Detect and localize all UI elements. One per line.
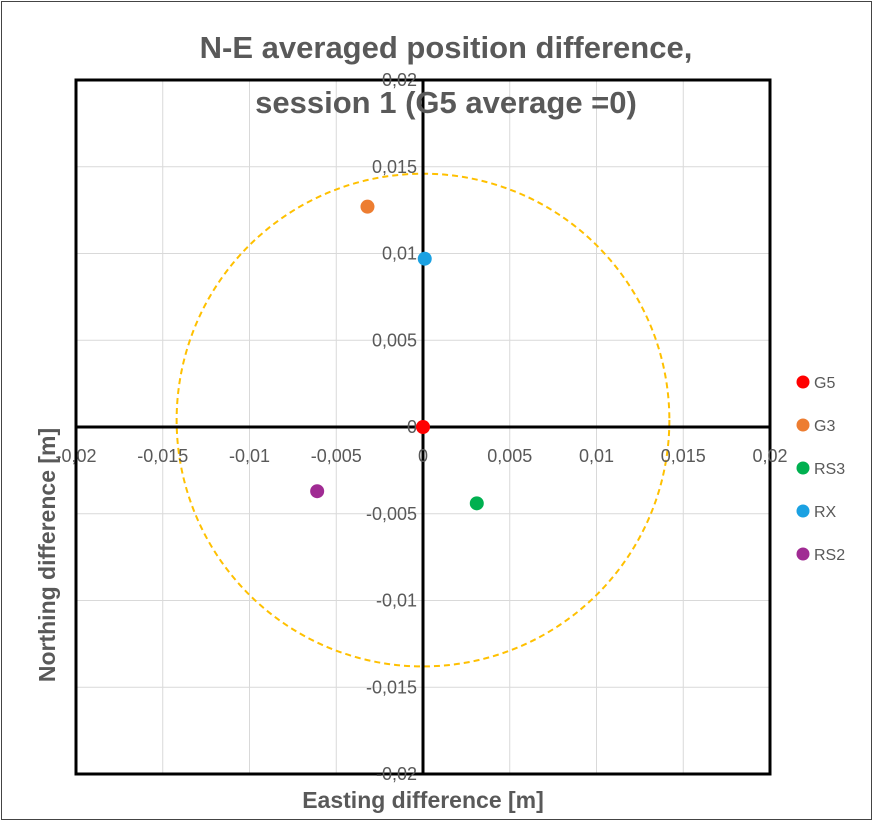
x-axis-title: Easting difference [m] bbox=[302, 787, 544, 813]
x-tick-label: -0,02 bbox=[55, 446, 96, 466]
legend-marker-rs3 bbox=[796, 461, 810, 475]
legend: G5 G3 RS3 RX RS2 bbox=[796, 375, 845, 564]
x-tick-label: 0 bbox=[418, 446, 428, 466]
legend-marker-g5 bbox=[796, 375, 810, 389]
data-point-rs3 bbox=[469, 496, 484, 511]
y-tick-label: 0,01 bbox=[382, 244, 417, 264]
y-tick-label: -0,005 bbox=[366, 504, 417, 524]
x-tick-label: -0,01 bbox=[229, 446, 270, 466]
y-tick-label: -0,01 bbox=[376, 591, 417, 611]
data-point-g5 bbox=[416, 420, 430, 434]
legend-label-rs3: RS3 bbox=[814, 461, 845, 478]
x-tick-label: 0,02 bbox=[752, 446, 787, 466]
legend-label-g5: G5 bbox=[814, 375, 835, 392]
x-tick-label: -0,005 bbox=[311, 446, 362, 466]
chart-title-line2: session 1 (G5 average =0) bbox=[255, 85, 637, 120]
y-tick-label: 0,02 bbox=[382, 70, 417, 90]
data-point-g3 bbox=[360, 199, 375, 214]
x-tick-label: 0,01 bbox=[579, 446, 614, 466]
x-tick-label: 0,015 bbox=[661, 446, 706, 466]
chart-title-line1: N-E averaged position difference, bbox=[200, 30, 693, 65]
legend-marker-rx bbox=[796, 504, 810, 518]
data-point-rx bbox=[417, 251, 432, 266]
x-tick-label: -0,015 bbox=[137, 446, 188, 466]
x-tick-labels: -0,02 -0,015 -0,01 -0,005 0 0,005 0,01 0,015 0,0… bbox=[55, 446, 787, 466]
legend-marker-g3 bbox=[796, 418, 810, 432]
y-tick-label: 0,015 bbox=[372, 157, 417, 177]
y-tick-label: -0,02 bbox=[376, 764, 417, 784]
legend-label-g3: G3 bbox=[814, 418, 835, 435]
data-points bbox=[310, 199, 484, 511]
x-tick-label: 0,005 bbox=[487, 446, 532, 466]
y-tick-labels: -0,02 -0,015 -0,01 -0,005 0 0,005 0,01 0,015 0,0… bbox=[366, 70, 417, 784]
data-point-rs2 bbox=[310, 484, 325, 499]
legend-label-rx: RX bbox=[814, 504, 837, 521]
legend-label-rs2: RS2 bbox=[814, 547, 845, 564]
legend-marker-rs2 bbox=[796, 547, 810, 561]
y-axis-title: Northing difference [m] bbox=[34, 428, 60, 682]
y-tick-label: 0,005 bbox=[372, 330, 417, 350]
y-tick-label: -0,015 bbox=[366, 677, 417, 697]
y-tick-label: 0 bbox=[407, 417, 417, 437]
